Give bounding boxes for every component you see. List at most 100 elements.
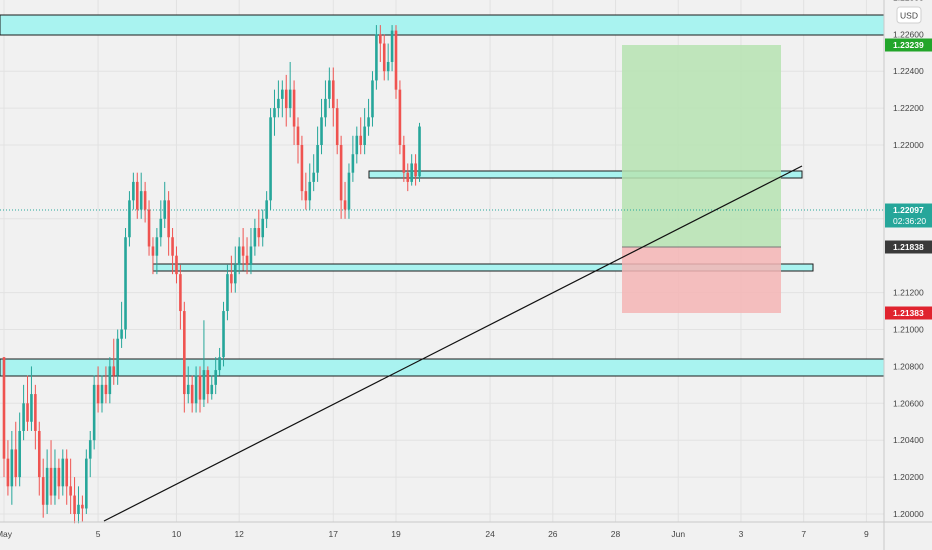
candle[interactable] bbox=[22, 384, 25, 441]
candle[interactable] bbox=[288, 61, 292, 118]
candle[interactable] bbox=[57, 458, 61, 500]
candle[interactable] bbox=[18, 412, 21, 487]
candle[interactable] bbox=[155, 228, 159, 275]
candle[interactable] bbox=[398, 80, 402, 155]
candle[interactable] bbox=[100, 375, 104, 413]
candle[interactable] bbox=[147, 200, 151, 256]
candle[interactable] bbox=[112, 338, 116, 385]
candle[interactable] bbox=[347, 163, 351, 219]
candle[interactable] bbox=[339, 135, 343, 219]
candle[interactable] bbox=[167, 191, 170, 256]
candle[interactable] bbox=[77, 486, 80, 524]
candle[interactable] bbox=[214, 357, 217, 395]
candle[interactable] bbox=[402, 135, 406, 182]
candle[interactable] bbox=[186, 366, 190, 404]
candle[interactable] bbox=[45, 449, 49, 514]
candle[interactable] bbox=[406, 163, 410, 192]
candle[interactable] bbox=[390, 25, 394, 72]
candle[interactable] bbox=[226, 264, 229, 321]
candle[interactable] bbox=[233, 246, 237, 293]
currency-button[interactable]: USD bbox=[896, 6, 922, 24]
candle[interactable] bbox=[292, 80, 296, 145]
candle[interactable] bbox=[92, 375, 96, 450]
candle[interactable] bbox=[375, 25, 378, 90]
candle[interactable] bbox=[159, 200, 163, 247]
candle[interactable] bbox=[190, 375, 194, 413]
candle[interactable] bbox=[65, 449, 69, 505]
candle[interactable] bbox=[324, 80, 327, 127]
candle[interactable] bbox=[418, 122, 421, 182]
candle[interactable] bbox=[61, 449, 65, 496]
candle[interactable] bbox=[81, 495, 84, 522]
candle[interactable] bbox=[284, 74, 288, 127]
candle[interactable] bbox=[253, 218, 257, 256]
candle[interactable] bbox=[257, 209, 261, 247]
candle[interactable] bbox=[335, 98, 339, 155]
candle[interactable] bbox=[14, 421, 18, 487]
candle[interactable] bbox=[6, 440, 10, 496]
candle[interactable] bbox=[26, 375, 29, 431]
candle[interactable] bbox=[2, 357, 6, 478]
candle[interactable] bbox=[363, 108, 366, 155]
candle[interactable] bbox=[10, 430, 14, 505]
candle[interactable] bbox=[135, 172, 139, 219]
candle[interactable] bbox=[379, 25, 382, 62]
candle[interactable] bbox=[277, 80, 280, 118]
candle[interactable] bbox=[194, 366, 198, 413]
candle[interactable] bbox=[124, 228, 127, 339]
candle[interactable] bbox=[237, 237, 241, 275]
candle[interactable] bbox=[261, 209, 265, 247]
candle[interactable] bbox=[37, 421, 41, 496]
candle[interactable] bbox=[218, 347, 221, 376]
candle[interactable] bbox=[312, 154, 315, 192]
candle[interactable] bbox=[179, 264, 182, 330]
candle[interactable] bbox=[49, 440, 53, 505]
candle[interactable] bbox=[143, 181, 147, 223]
candle[interactable] bbox=[273, 89, 276, 136]
candle[interactable] bbox=[163, 181, 167, 229]
candle[interactable] bbox=[386, 43, 390, 81]
candle[interactable] bbox=[139, 172, 143, 219]
candle[interactable] bbox=[308, 163, 312, 210]
candle[interactable] bbox=[300, 135, 304, 201]
time-axis[interactable]: May 5 10 12 17 19 24 26 28 Jun 3 7 9 bbox=[0, 521, 932, 539]
candle[interactable] bbox=[367, 98, 370, 136]
candle[interactable] bbox=[414, 154, 417, 186]
candle[interactable] bbox=[53, 449, 57, 505]
candle[interactable] bbox=[355, 126, 359, 164]
candle[interactable] bbox=[281, 80, 284, 118]
candle[interactable] bbox=[88, 430, 92, 478]
candle[interactable] bbox=[175, 246, 178, 284]
candle[interactable] bbox=[410, 154, 413, 186]
candle[interactable] bbox=[269, 108, 272, 210]
candle[interactable] bbox=[249, 228, 253, 275]
candle[interactable] bbox=[382, 34, 386, 81]
candle[interactable] bbox=[151, 237, 155, 275]
candle[interactable] bbox=[128, 191, 131, 247]
candle[interactable] bbox=[120, 301, 123, 348]
candle[interactable] bbox=[241, 228, 245, 271]
candle[interactable] bbox=[351, 135, 355, 182]
candle[interactable] bbox=[34, 384, 37, 450]
candles[interactable] bbox=[2, 25, 421, 524]
candle[interactable] bbox=[316, 126, 319, 182]
candle[interactable] bbox=[132, 172, 135, 210]
candle[interactable] bbox=[230, 255, 233, 293]
candle[interactable] bbox=[171, 228, 174, 275]
candle[interactable] bbox=[96, 366, 100, 413]
candle[interactable] bbox=[183, 301, 186, 413]
candle[interactable] bbox=[371, 71, 374, 127]
candle[interactable] bbox=[108, 357, 112, 404]
candle[interactable] bbox=[331, 67, 335, 127]
candle[interactable] bbox=[296, 117, 300, 164]
candle[interactable] bbox=[202, 320, 206, 407]
candle[interactable] bbox=[304, 172, 308, 210]
candle[interactable] bbox=[359, 117, 363, 155]
candle[interactable] bbox=[116, 329, 119, 385]
trendline[interactable] bbox=[103, 165, 803, 522]
candle[interactable] bbox=[222, 301, 225, 367]
candle[interactable] bbox=[73, 477, 76, 524]
candle[interactable] bbox=[104, 366, 108, 404]
candle[interactable] bbox=[206, 366, 210, 404]
candle[interactable] bbox=[328, 67, 331, 109]
